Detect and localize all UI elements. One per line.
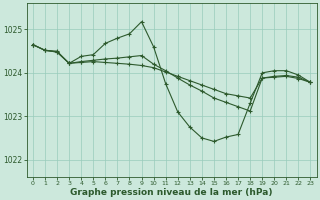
- X-axis label: Graphe pression niveau de la mer (hPa): Graphe pression niveau de la mer (hPa): [70, 188, 273, 197]
